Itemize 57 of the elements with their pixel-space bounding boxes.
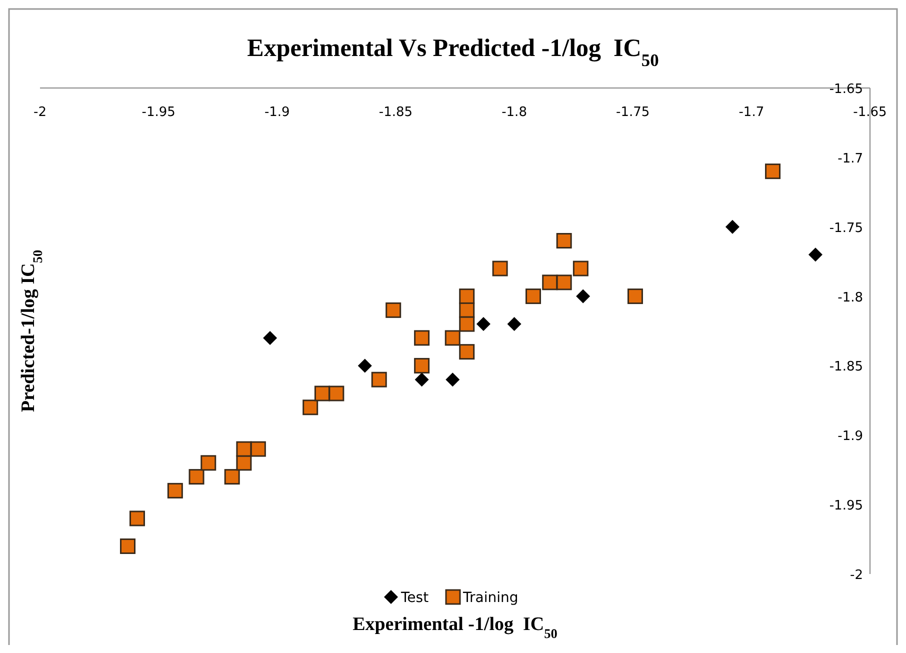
point — [236, 441, 252, 457]
point — [476, 317, 490, 332]
point — [120, 538, 136, 554]
point — [526, 288, 542, 304]
point — [459, 302, 475, 318]
point — [459, 344, 475, 360]
x-tick-label: -1.8 — [502, 105, 527, 120]
point — [572, 260, 588, 276]
point — [302, 400, 318, 416]
point — [358, 358, 372, 373]
y-tick-label: -1.85 — [829, 360, 863, 375]
point — [224, 469, 240, 485]
point — [263, 330, 278, 345]
point — [507, 317, 522, 332]
point — [446, 372, 460, 387]
point — [765, 164, 781, 180]
point — [808, 248, 822, 262]
chart-title: Experimental Vs Predicted -1/log IC$_{50}$ — [247, 35, 660, 70]
point — [386, 302, 402, 318]
point — [576, 289, 590, 304]
x-axis-title: Experimental -1/log IC$_{50}$ — [352, 614, 558, 640]
y-tick-label: -1.7 — [838, 151, 863, 166]
point — [314, 386, 330, 402]
x-tick-label: -1.65 — [853, 105, 887, 120]
y-tick-label: -1.75 — [829, 220, 863, 236]
x-tick-label: -1.75 — [616, 105, 650, 120]
point — [167, 482, 183, 498]
point — [129, 510, 145, 526]
point — [556, 274, 572, 290]
point — [371, 372, 387, 388]
point — [414, 358, 430, 374]
point — [556, 232, 572, 248]
x-tick-label: -1.95 — [142, 105, 176, 120]
point — [627, 288, 643, 304]
point — [459, 288, 475, 304]
x-tick-label: -2 — [34, 105, 46, 120]
point — [444, 330, 460, 346]
point — [250, 441, 266, 457]
point — [459, 316, 475, 332]
legend-label: Test — [400, 590, 430, 606]
x-tick-label: -1.9 — [264, 105, 290, 120]
point — [542, 274, 558, 290]
y-tick-label: -1.95 — [829, 498, 863, 514]
y-tick-label: -2 — [850, 568, 863, 583]
point — [328, 386, 344, 402]
point — [725, 220, 740, 234]
y-tick-label: -1.9 — [838, 429, 863, 444]
y-tick-label: -1.8 — [838, 290, 863, 306]
point — [200, 455, 216, 471]
y-tick-label: -1.65 — [829, 82, 863, 97]
x-tick-label: -1.85 — [378, 105, 413, 120]
point — [414, 330, 430, 346]
legend-label: Training — [462, 590, 518, 606]
point — [492, 260, 508, 276]
x-tick-label: -1.7 — [738, 105, 764, 120]
point — [414, 372, 429, 387]
point — [188, 469, 204, 485]
